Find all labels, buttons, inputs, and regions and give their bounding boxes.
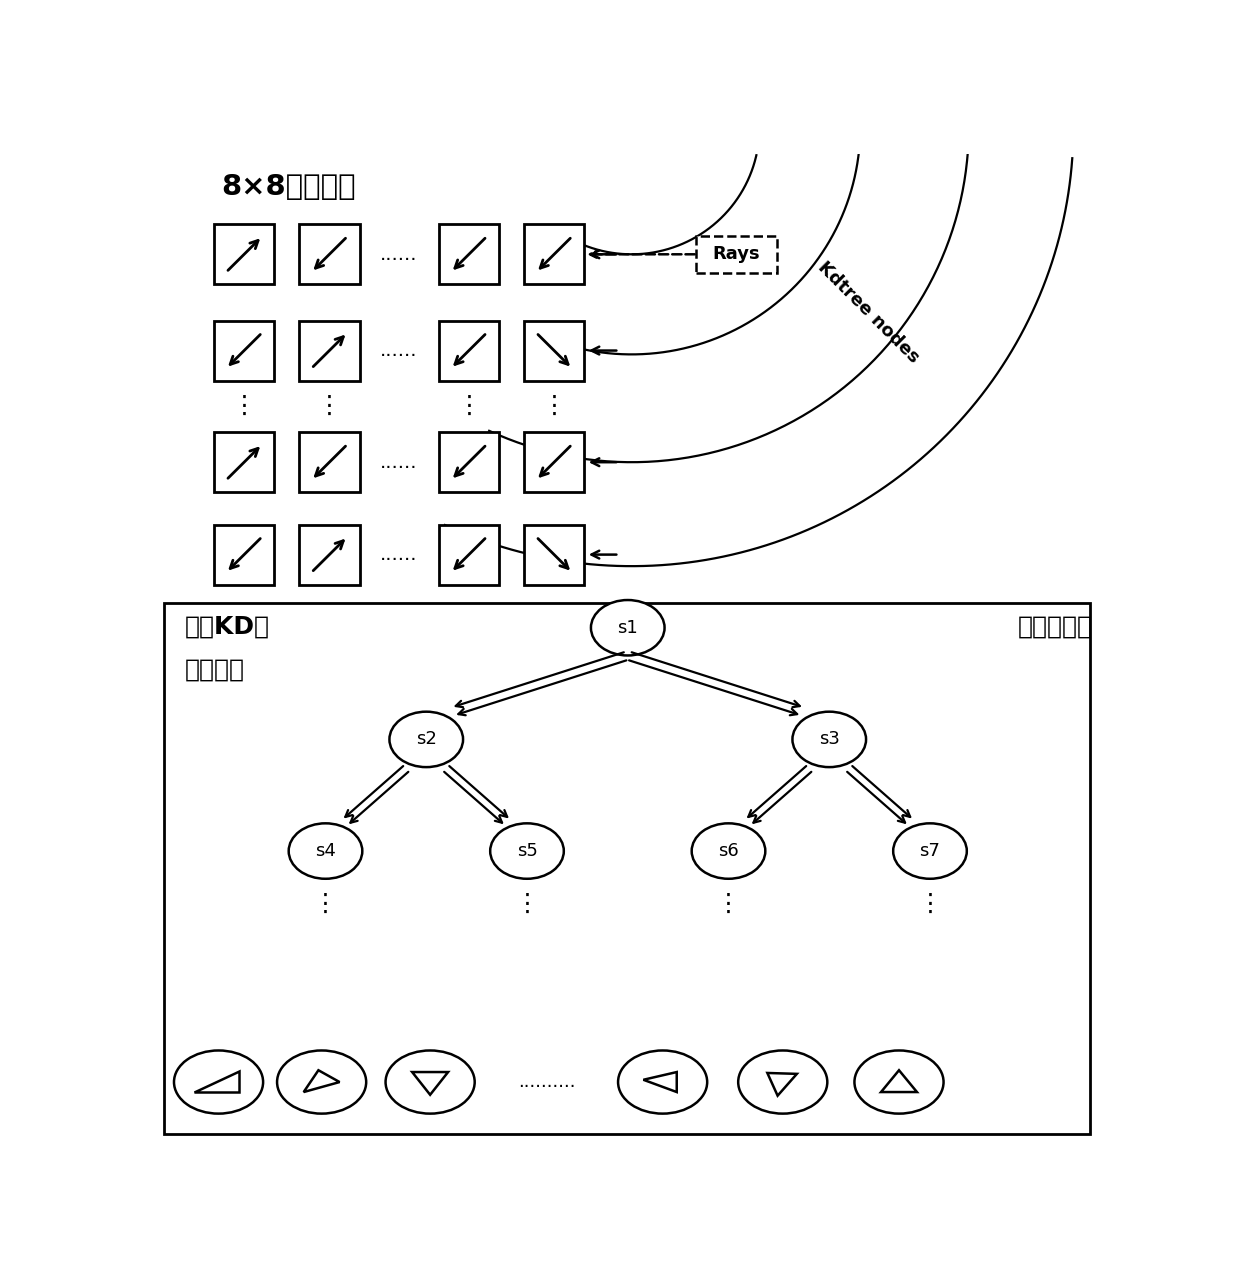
Text: ..........: .......... <box>517 1073 575 1091</box>
Text: ⋮: ⋮ <box>456 394 481 419</box>
Text: 8×8从核阵列: 8×8从核阵列 <box>221 173 356 202</box>
Text: 场景边界框: 场景边界框 <box>1018 614 1092 639</box>
Bar <box>299 524 360 585</box>
Text: ⋮: ⋮ <box>232 394 257 419</box>
Bar <box>299 320 360 380</box>
Text: Kdtree nodes: Kdtree nodes <box>813 258 923 366</box>
Ellipse shape <box>289 824 362 879</box>
Bar <box>164 603 1090 1135</box>
Text: ⋮: ⋮ <box>312 892 339 915</box>
Bar <box>213 320 274 380</box>
Polygon shape <box>304 1070 340 1092</box>
Ellipse shape <box>490 824 564 879</box>
Polygon shape <box>644 1072 677 1092</box>
Text: s4: s4 <box>315 842 336 860</box>
Ellipse shape <box>738 1050 827 1114</box>
Ellipse shape <box>692 824 765 879</box>
Bar <box>299 225 360 284</box>
Text: ⋮: ⋮ <box>317 394 342 419</box>
Text: 与三角形: 与三角形 <box>185 658 244 682</box>
Bar <box>213 225 274 284</box>
Text: ⋮: ⋮ <box>542 394 567 419</box>
Ellipse shape <box>386 1050 475 1114</box>
FancyBboxPatch shape <box>696 236 776 272</box>
Ellipse shape <box>893 824 967 879</box>
Ellipse shape <box>792 712 866 767</box>
Bar <box>439 524 498 585</box>
Bar <box>213 524 274 585</box>
Bar <box>525 524 584 585</box>
Bar <box>525 225 584 284</box>
Polygon shape <box>195 1072 239 1092</box>
Bar <box>299 432 360 492</box>
Text: 主存KD树: 主存KD树 <box>185 614 269 639</box>
Ellipse shape <box>854 1050 944 1114</box>
Bar <box>439 432 498 492</box>
Text: ......: ...... <box>381 245 418 263</box>
Bar <box>439 320 498 380</box>
Text: s7: s7 <box>920 842 940 860</box>
Bar <box>213 432 274 492</box>
Text: s2: s2 <box>415 730 436 748</box>
Bar <box>525 320 584 380</box>
Text: s3: s3 <box>818 730 839 748</box>
Ellipse shape <box>591 600 665 655</box>
Polygon shape <box>768 1073 797 1096</box>
Text: s1: s1 <box>618 619 639 637</box>
Text: s6: s6 <box>718 842 739 860</box>
Text: Rays: Rays <box>713 245 760 263</box>
Text: ⋮: ⋮ <box>918 892 942 915</box>
Text: ......: ...... <box>381 545 418 564</box>
Polygon shape <box>882 1070 916 1092</box>
Text: ⋮: ⋮ <box>515 892 539 915</box>
Ellipse shape <box>618 1050 707 1114</box>
Ellipse shape <box>389 712 463 767</box>
Bar <box>439 225 498 284</box>
Text: s5: s5 <box>517 842 537 860</box>
Ellipse shape <box>277 1050 366 1114</box>
Text: ⋮: ⋮ <box>715 892 742 915</box>
Text: ......: ...... <box>381 341 418 360</box>
Bar <box>525 432 584 492</box>
Ellipse shape <box>174 1050 263 1114</box>
Text: ......: ...... <box>381 452 418 472</box>
Polygon shape <box>412 1072 448 1095</box>
